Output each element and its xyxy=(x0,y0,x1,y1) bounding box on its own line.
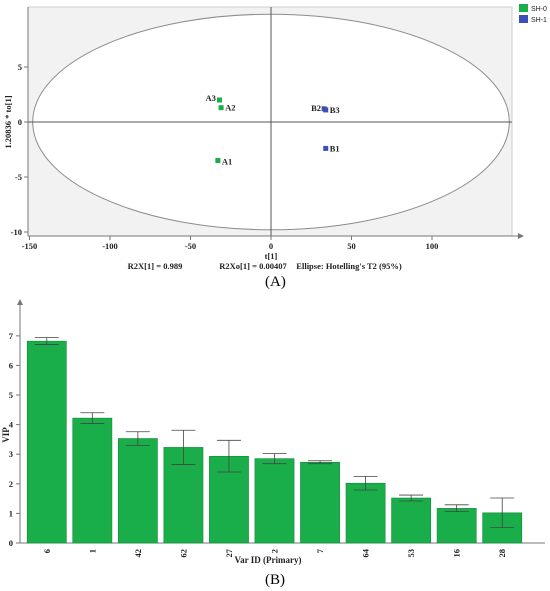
x-tick-label: 16 xyxy=(452,549,462,558)
y-tick-label: 1 xyxy=(9,508,13,518)
x-tick-label: 27 xyxy=(224,548,234,557)
legend-swatch xyxy=(519,4,528,12)
x-tick-label: 50 xyxy=(347,241,356,251)
x-tick-label: 1 xyxy=(87,549,97,553)
vip-bar xyxy=(72,417,113,544)
y-tick-label: 2 xyxy=(9,479,13,489)
y-tick-label: 6 xyxy=(9,360,13,370)
y-axis-label: 1.20836 * to[1] xyxy=(3,95,13,148)
point-label: B2 xyxy=(311,103,321,113)
scatter-point xyxy=(218,105,224,111)
y-axis-label: VIP xyxy=(1,427,11,443)
point-label: B1 xyxy=(330,143,340,153)
footnote-3: Ellipse: Hotelling's T2 (95%) xyxy=(296,261,402,271)
point-label: A1 xyxy=(222,157,232,167)
y-tick-label: 5 xyxy=(18,62,22,72)
x-tick-label: 2 xyxy=(270,549,280,553)
y-tick-label: 3 xyxy=(9,449,13,459)
scatter-point xyxy=(323,107,329,113)
scatter-point xyxy=(216,97,222,103)
vip-bar xyxy=(254,458,295,544)
x-axis-label: t[1] xyxy=(265,251,278,261)
scatter-point xyxy=(215,158,221,163)
vip-bar xyxy=(345,482,386,544)
x-tick-label: 28 xyxy=(497,549,507,558)
y-tick-label: 5 xyxy=(9,390,13,400)
y-tick-label: 0 xyxy=(9,538,13,548)
legend-swatch xyxy=(519,15,528,23)
x-tick-label: 7 xyxy=(315,548,325,553)
y-tick-label: 4 xyxy=(9,420,14,430)
panel-label-a: (A) xyxy=(265,274,286,290)
vip-bar xyxy=(117,438,158,544)
x-tick-label: 6 xyxy=(42,549,52,553)
y-tick-label: -5 xyxy=(15,172,22,182)
footnote-2: R2Xo[1] = 0.00407 xyxy=(219,261,287,271)
x-tick-label: -50 xyxy=(185,241,196,251)
vip-bar xyxy=(26,340,67,544)
x-tick-label: 62 xyxy=(178,549,188,558)
x-tick-label: 53 xyxy=(406,549,416,558)
y-axis-arrow xyxy=(17,299,23,305)
point-label: A2 xyxy=(225,103,235,113)
y-tick-label: 7 xyxy=(9,331,14,341)
point-label: B3 xyxy=(330,105,340,115)
vip-bar xyxy=(436,508,477,544)
x-axis-label: Var ID (Primary) xyxy=(235,555,302,565)
x-tick-label: 64 xyxy=(361,548,371,557)
legend-label: SH-1 xyxy=(531,17,547,24)
panel-label-b: (B) xyxy=(265,572,285,588)
x-axis-arrow xyxy=(518,233,524,239)
point-label: A3 xyxy=(205,93,215,103)
vip-bar xyxy=(391,497,432,544)
vip-bar xyxy=(300,461,340,544)
scatter-point xyxy=(323,145,329,151)
x-tick-label: 42 xyxy=(133,549,143,558)
x-tick-label: -150 xyxy=(22,241,38,251)
legend-label: SH-0 xyxy=(531,6,547,13)
y-tick-label: -10 xyxy=(11,227,22,237)
y-tick-label: 0 xyxy=(18,117,22,127)
x-tick-label: -100 xyxy=(102,241,118,251)
x-tick-label: 100 xyxy=(426,241,439,251)
footnote-1: R2X[1] = 0.989 xyxy=(128,261,183,271)
x-tick-label: 0 xyxy=(269,241,273,251)
